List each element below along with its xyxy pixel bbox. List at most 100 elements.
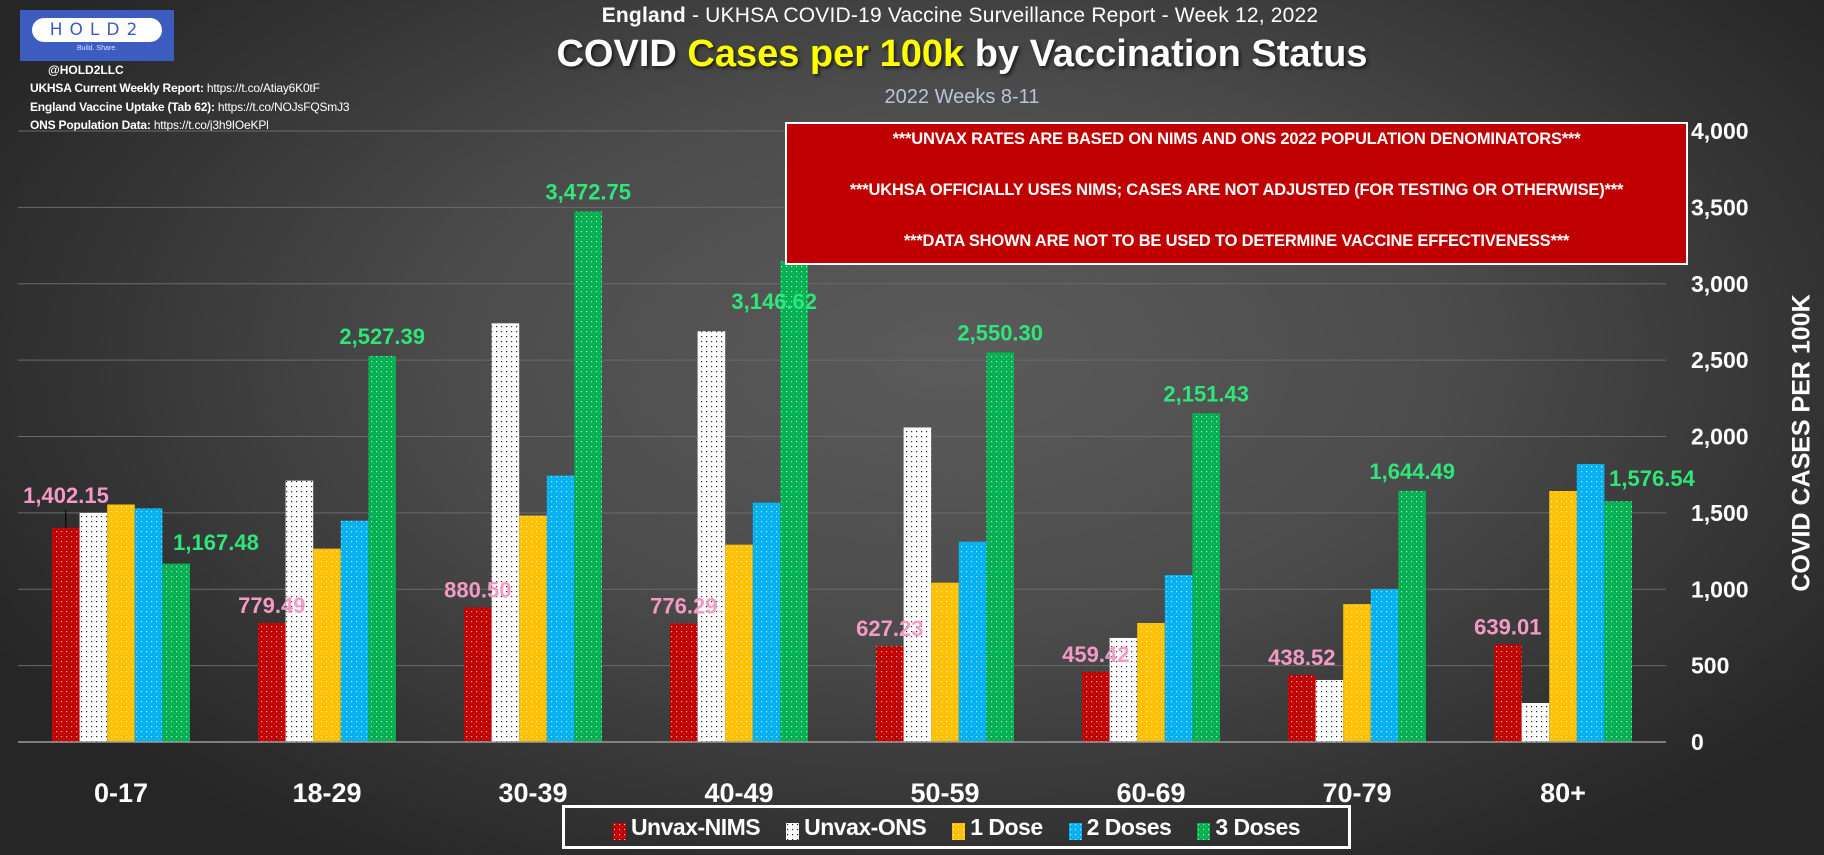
- bar-unvax-nims-30-39: [464, 607, 492, 742]
- bar-2-doses-70-79: [1370, 588, 1399, 742]
- bar-2-doses-80+: [1576, 463, 1605, 742]
- y-axis-title: COVID CASES PER 100K: [1787, 294, 1816, 592]
- chart-legend: Unvax-NIMS Unvax-ONS 1 Dose 2 Doses 3 Do…: [562, 805, 1351, 849]
- bar-2-doses-60-69: [1164, 575, 1193, 742]
- bar-unvax-ons-70-79: [1315, 679, 1344, 742]
- disclaimer-line-2: ***UKHSA OFFICIALLY USES NIMS; CASES ARE…: [849, 181, 1624, 199]
- legend-label: Unvax-ONS: [804, 813, 927, 840]
- source-vaccine-uptake: England Vaccine Uptake (Tab 62): https:/…: [30, 100, 350, 114]
- logo-wordmark: HOLD2: [32, 18, 162, 42]
- chart-subtitle: 2022 Weeks 8-11: [884, 86, 1040, 108]
- y-tick-label: 0: [1691, 729, 1704, 755]
- legend-label: Unvax-NIMS: [630, 813, 761, 840]
- source-label: UKHSA Current Weekly Report:: [30, 81, 204, 95]
- disclaimer-line-1: ***UNVAX RATES ARE BASED ON NIMS AND ONS…: [892, 130, 1581, 148]
- twitter-handle: @HOLD2LLC: [48, 63, 124, 77]
- bar-3-doses-70-79: [1398, 490, 1426, 742]
- bar-unvax-ons-30-39: [491, 323, 520, 742]
- bar-unvax-nims-60-69: [1082, 671, 1110, 742]
- bar-3-doses-80+: [1604, 501, 1632, 742]
- legend-label: 3 Doses: [1215, 813, 1301, 840]
- x-category-label: 70-79: [1322, 778, 1391, 808]
- bars: [52, 211, 1632, 742]
- data-label-unvax-nims: 639.01: [1474, 614, 1541, 639]
- y-tick-label: 2,500: [1691, 347, 1749, 373]
- x-category-label: 60-69: [1116, 778, 1185, 808]
- y-tick-labels: 0 500 1,000 1,500 2,000 2,500 3,000 3,500 4,000: [1691, 118, 1749, 755]
- bar-1-dose-18-29: [313, 548, 341, 742]
- hold2-logo: HOLD2 Build. Share.: [20, 10, 174, 61]
- source-ukhsa-report: UKHSA Current Weekly Report: https://t.c…: [30, 81, 320, 95]
- data-label-3-doses: 3,472.75: [545, 180, 631, 205]
- suptitle-country: England: [601, 4, 686, 27]
- y-tick-label: 3,000: [1691, 271, 1749, 297]
- data-label-unvax-nims: 438.52: [1268, 645, 1335, 670]
- source-link[interactable]: https://t.co/NOJsFQSmJ3: [217, 100, 350, 114]
- bar-unvax-nims-80+: [1494, 644, 1522, 742]
- y-tick-label: 2,000: [1691, 424, 1749, 450]
- legend-swatch: [1197, 819, 1211, 840]
- legend-swatch: [1068, 819, 1082, 840]
- bar-1-dose-0-17: [107, 504, 135, 742]
- bar-3-doses-40-49: [780, 261, 808, 742]
- bar-2-doses-30-39: [546, 475, 575, 742]
- data-label-3-doses: 1,576.54: [1609, 466, 1695, 491]
- bar-2-doses-18-29: [340, 520, 369, 742]
- chart-title: COVID Cases per 100k by Vaccination Stat…: [0, 33, 1824, 76]
- y-tick-label: 1,500: [1691, 500, 1749, 526]
- bar-3-doses-18-29: [368, 355, 396, 742]
- bar-2-doses-40-49: [752, 502, 781, 742]
- disclaimer-box: ***UNVAX RATES ARE BASED ON NIMS AND ONS…: [785, 122, 1688, 265]
- data-label-3-doses: 2,527.39: [339, 324, 425, 349]
- x-category-label: 18-29: [292, 778, 361, 808]
- x-category-label: 30-39: [498, 778, 567, 808]
- y-tick-label: 1,000: [1691, 576, 1749, 602]
- bar-unvax-ons-0-17: [79, 512, 108, 742]
- bar-3-doses-60-69: [1192, 413, 1220, 742]
- logo-tagline: Build. Share.: [76, 45, 118, 52]
- bar-unvax-nims-0-17: [52, 527, 80, 742]
- legend-item-unvax-ons[interactable]: Unvax-ONS: [786, 813, 927, 841]
- data-label-3-doses: 3,146.62: [731, 289, 817, 314]
- source-link[interactable]: https://t.co/Atiay6K0tF: [206, 81, 320, 95]
- source-label: ONS Population Data:: [30, 118, 151, 132]
- data-label-unvax-nims: 459.42: [1062, 642, 1129, 667]
- source-link[interactable]: https://t.co/j3h9IOeKPl: [153, 118, 269, 132]
- disclaimer-line-3: ***DATA SHOWN ARE NOT TO BE USED TO DETE…: [903, 232, 1570, 250]
- bar-3-doses-50-59: [986, 352, 1014, 742]
- bar-1-dose-50-59: [931, 582, 959, 742]
- legend-label: 1 Dose: [970, 813, 1043, 840]
- bar-unvax-nims-50-59: [876, 646, 904, 742]
- title-part1: COVID: [556, 33, 688, 75]
- bar-3-doses-0-17: [162, 563, 190, 742]
- legend-swatch: [786, 819, 800, 840]
- data-label-unvax-nims: 1,402.15: [23, 483, 109, 508]
- bar-1-dose-30-39: [519, 515, 547, 742]
- source-ons-population: ONS Population Data: https://t.co/j3h9IO…: [30, 118, 269, 132]
- legend-swatch: [952, 819, 966, 840]
- data-label-3-doses: 2,151.43: [1163, 381, 1249, 406]
- bar-unvax-ons-50-59: [903, 427, 932, 742]
- legend-item-1-dose[interactable]: 1 Dose: [952, 813, 1043, 841]
- bar-unvax-ons-18-29: [285, 480, 314, 742]
- y-tick-label: 4,000: [1691, 118, 1749, 144]
- x-category-labels: 0-17 18-29 30-39 40-49 50-59 60-69 70-79 80+: [94, 778, 1586, 808]
- data-label-3-doses: 1,644.49: [1369, 459, 1455, 484]
- legend-item-2-doses[interactable]: 2 Doses: [1068, 813, 1172, 841]
- legend-item-unvax-nims[interactable]: Unvax-NIMS: [612, 813, 761, 841]
- bar-1-dose-40-49: [725, 544, 753, 742]
- y-tick-label: 500: [1691, 653, 1729, 679]
- bar-unvax-nims-18-29: [258, 622, 286, 742]
- legend-swatch: [612, 819, 626, 840]
- data-label-unvax-nims: 627.23: [856, 616, 923, 641]
- suptitle-report: - UKHSA COVID-19 Vaccine Surveillance Re…: [685, 4, 1319, 27]
- report-suptitle: England - UKHSA COVID-19 Vaccine Surveil…: [0, 4, 1824, 28]
- x-category-label: 40-49: [704, 778, 773, 808]
- legend-item-3-doses[interactable]: 3 Doses: [1197, 813, 1301, 841]
- bar-2-doses-50-59: [958, 541, 987, 742]
- bar-1-dose-80+: [1549, 491, 1577, 742]
- bar-3-doses-30-39: [574, 211, 602, 742]
- bar-1-dose-60-69: [1137, 623, 1165, 742]
- legend-label: 2 Doses: [1086, 813, 1172, 840]
